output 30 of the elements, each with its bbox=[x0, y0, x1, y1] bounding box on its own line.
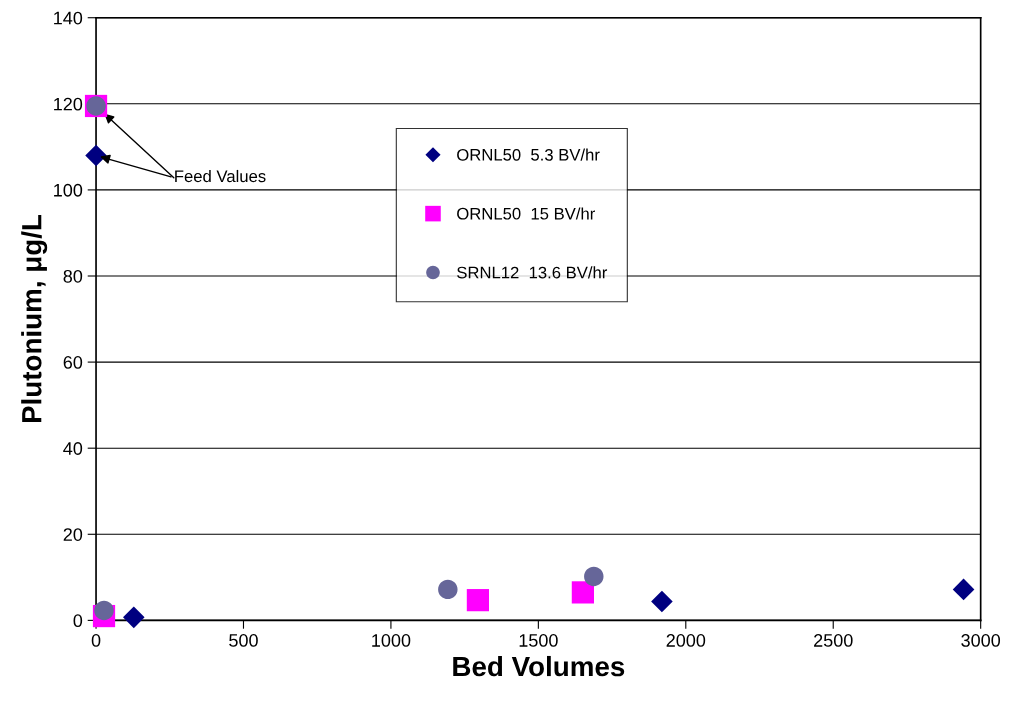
legend-label: ORNL50 15 BV/hr bbox=[457, 207, 595, 220]
y-tick-label: 80 bbox=[63, 269, 83, 283]
point bbox=[85, 144, 107, 167]
legend-label: ORNL50 5.3 BV/hr bbox=[457, 148, 600, 161]
point bbox=[952, 578, 975, 601]
point bbox=[584, 566, 604, 587]
x-axis-title: Bed Volumes bbox=[453, 655, 625, 677]
x-tick-label: 1000 bbox=[372, 634, 411, 647]
y-axis-title: Plutonium, μg/L bbox=[21, 214, 48, 423]
point bbox=[466, 589, 490, 612]
y-tick-label: 60 bbox=[63, 356, 83, 369]
x-tick-label: 2500 bbox=[814, 634, 853, 647]
y-tick-label: 100 bbox=[54, 183, 83, 197]
point bbox=[651, 590, 673, 613]
y-tick-label: 140 bbox=[54, 11, 83, 25]
point bbox=[438, 579, 458, 600]
y-tick-label: 20 bbox=[63, 528, 83, 541]
point bbox=[571, 581, 594, 604]
x-tick-label: 500 bbox=[229, 634, 258, 647]
x-tick-label: 1500 bbox=[519, 634, 558, 647]
point bbox=[122, 606, 145, 629]
annotation: Feed Values bbox=[175, 169, 266, 183]
y-tick-label: 120 bbox=[54, 97, 83, 111]
x-tick-label: 3000 bbox=[961, 634, 1001, 647]
point bbox=[94, 600, 114, 621]
x-tick-label: 2000 bbox=[666, 634, 706, 647]
y-tick-label: 40 bbox=[63, 442, 83, 455]
legend-label: SRNL12 13.6 BV/hr bbox=[457, 266, 608, 279]
y-tick-label: 0 bbox=[73, 614, 83, 628]
x-tick-label: 0 bbox=[91, 634, 101, 647]
